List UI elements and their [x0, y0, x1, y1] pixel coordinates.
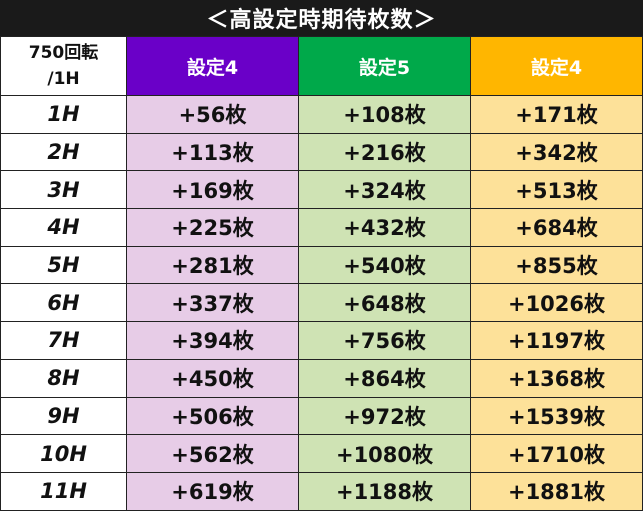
expected-coins-cell: +394枚 [126, 321, 299, 360]
row-hour-label: 5H [0, 245, 127, 285]
row-hour-label: 7H [0, 321, 127, 360]
table-row: 2H +113枚 +216枚 +342枚 [0, 132, 643, 172]
expected-coins-cell: +337枚 [126, 283, 299, 323]
expected-coins-cell: +1368枚 [470, 358, 643, 398]
row-hour-label: 6H [0, 283, 127, 323]
expected-coins-cell: +1080枚 [298, 434, 471, 473]
expected-coins-cell: +324枚 [298, 170, 471, 210]
expected-coins-cell: +1710枚 [470, 434, 643, 473]
expected-coins-cell: +225枚 [126, 208, 299, 247]
table-row: 9H +506枚 +972枚 +1539枚 [0, 396, 643, 436]
column-header-setting-4a: 設定4 [126, 36, 299, 96]
expected-coins-cell: +562枚 [126, 434, 299, 473]
expected-coins-cell: +1197枚 [470, 321, 643, 360]
expected-coins-cell: +972枚 [298, 396, 471, 436]
expected-coins-cell: +56枚 [126, 95, 299, 134]
column-header-setting-5: 設定5 [298, 36, 471, 96]
corner-header: 750回転 /1H [0, 36, 127, 96]
expected-coins-cell: +648枚 [298, 283, 471, 323]
column-header-setting-4b: 設定4 [470, 36, 643, 96]
corner-hour-label: /1H [47, 69, 80, 89]
table-row: 7H +394枚 +756枚 +1197枚 [0, 321, 643, 360]
expected-coins-cell: +108枚 [298, 95, 471, 134]
expected-coins-cell: +281枚 [126, 245, 299, 285]
row-hour-label: 2H [0, 132, 127, 172]
expected-coins-cell: +1881枚 [470, 471, 643, 511]
expected-coins-cell: +216枚 [298, 132, 471, 172]
row-hour-label: 8H [0, 358, 127, 398]
expected-coins-cell: +169枚 [126, 170, 299, 210]
expected-coins-cell: +450枚 [126, 358, 299, 398]
expected-coins-cell: +864枚 [298, 358, 471, 398]
expected-coins-cell: +342枚 [470, 132, 643, 172]
expected-coins-cell: +171枚 [470, 95, 643, 134]
row-hour-label: 4H [0, 208, 127, 247]
row-hour-label: 1H [0, 95, 127, 134]
expected-coins-cell: +540枚 [298, 245, 471, 285]
table-row: 5H +281枚 +540枚 +855枚 [0, 245, 643, 285]
expected-coins-cell: +855枚 [470, 245, 643, 285]
table-row: 11H +619枚 +1188枚 +1881枚 [0, 471, 643, 511]
table-row: 4H +225枚 +432枚 +684枚 [0, 208, 643, 247]
table-title: ＜高設定時期待枚数＞ [0, 0, 643, 36]
corner-spins-label: 750回転 [28, 43, 99, 63]
table-row: 10H +562枚 +1080枚 +1710枚 [0, 434, 643, 473]
row-hour-label: 3H [0, 170, 127, 210]
expected-coins-cell: +506枚 [126, 396, 299, 436]
expected-coins-cell: +513枚 [470, 170, 643, 210]
expected-coins-table: 750回転 /1H 設定4 設定5 設定4 1H +56枚 +108枚 +171枚 2H… [0, 36, 643, 511]
expected-coins-cell: +619枚 [126, 471, 299, 511]
header-row: 750回転 /1H 設定4 設定5 設定4 [0, 36, 643, 96]
row-hour-label: 9H [0, 396, 127, 436]
expected-coins-cell: +756枚 [298, 321, 471, 360]
row-hour-label: 10H [0, 434, 127, 473]
table-row: 1H +56枚 +108枚 +171枚 [0, 95, 643, 134]
expected-coins-cell: +684枚 [470, 208, 643, 247]
expected-coins-cell: +1188枚 [298, 471, 471, 511]
expected-coins-cell: +432枚 [298, 208, 471, 247]
table-body: 1H +56枚 +108枚 +171枚 2H +113枚 +216枚 +342枚 3H +169枚… [0, 95, 643, 511]
expected-coins-cell: +113枚 [126, 132, 299, 172]
expected-coins-cell: +1026枚 [470, 283, 643, 323]
expected-coins-cell: +1539枚 [470, 396, 643, 436]
row-hour-label: 11H [0, 471, 127, 511]
table-row: 8H +450枚 +864枚 +1368枚 [0, 358, 643, 398]
table-row: 3H +169枚 +324枚 +513枚 [0, 170, 643, 210]
table-row: 6H +337枚 +648枚 +1026枚 [0, 283, 643, 323]
